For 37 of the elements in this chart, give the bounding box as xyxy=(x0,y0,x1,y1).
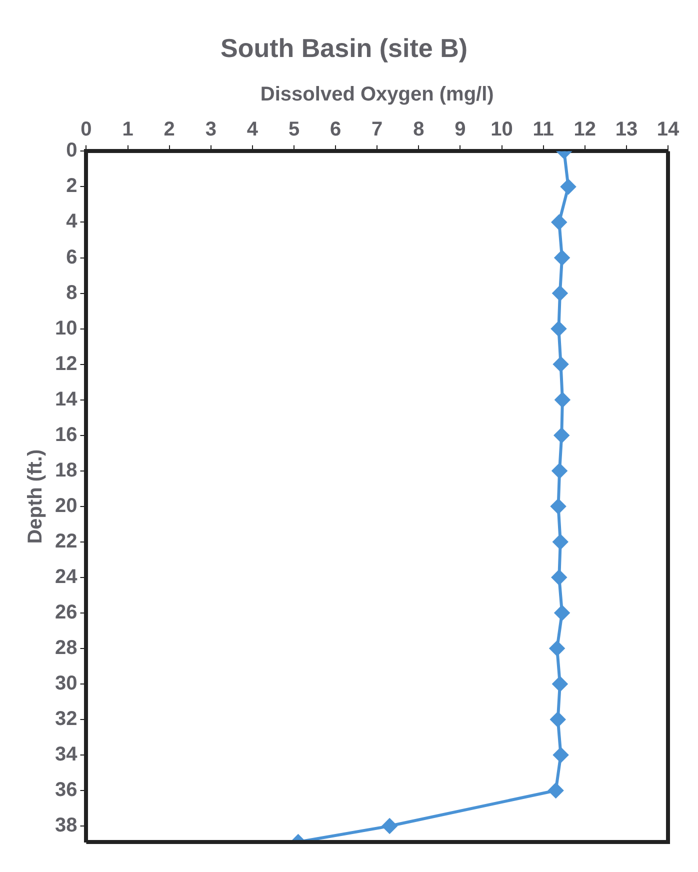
x-tick-label: 14 xyxy=(656,118,680,141)
y-tick-label: 14 xyxy=(54,388,78,410)
y-tick-label: 20 xyxy=(54,494,78,517)
y-tick-label: 26 xyxy=(54,601,78,624)
x-tick-label: 5 xyxy=(288,118,300,141)
y-tick-label: 38 xyxy=(54,814,78,837)
y-tick-label: 32 xyxy=(54,708,78,730)
x-tick-label: 9 xyxy=(454,118,466,141)
y-tick-label: 18 xyxy=(54,459,78,482)
y-tick-label: 0 xyxy=(66,140,78,162)
x-tick-label: 12 xyxy=(574,118,596,141)
y-tick-label: 36 xyxy=(54,779,78,802)
y-tick-label: 28 xyxy=(54,636,78,659)
y-tick-label: 34 xyxy=(54,744,78,766)
x-axis-title: Dissolved Oxygen (mg/l) xyxy=(260,84,494,106)
y-tick-label: 10 xyxy=(54,317,78,340)
y-tick-label: 8 xyxy=(66,282,78,304)
x-tick-label: 2 xyxy=(164,118,175,141)
y-tick-label: 6 xyxy=(66,246,78,268)
y-tick-label: 12 xyxy=(54,352,78,375)
x-tick-label: 11 xyxy=(532,118,554,141)
chart-title: South Basin (site B) xyxy=(220,32,468,63)
y-tick-label: 2 xyxy=(66,175,78,198)
x-tick-label: 4 xyxy=(246,118,259,141)
x-tick-label: 3 xyxy=(205,118,216,141)
x-tick-label: 10 xyxy=(490,118,513,141)
x-tick-label: 8 xyxy=(413,118,424,141)
y-axis-title: Depth (ft.) xyxy=(24,449,47,544)
y-tick-label: 24 xyxy=(54,566,78,588)
x-tick-label: 7 xyxy=(372,118,383,141)
x-tick-label: 13 xyxy=(615,118,638,141)
x-tick-label: 6 xyxy=(330,118,342,141)
x-tick-label: 1 xyxy=(122,118,134,141)
y-tick-label: 4 xyxy=(66,210,78,233)
y-tick-label: 30 xyxy=(54,672,78,694)
y-tick-label: 16 xyxy=(54,424,78,446)
y-tick-label: 22 xyxy=(54,530,78,552)
